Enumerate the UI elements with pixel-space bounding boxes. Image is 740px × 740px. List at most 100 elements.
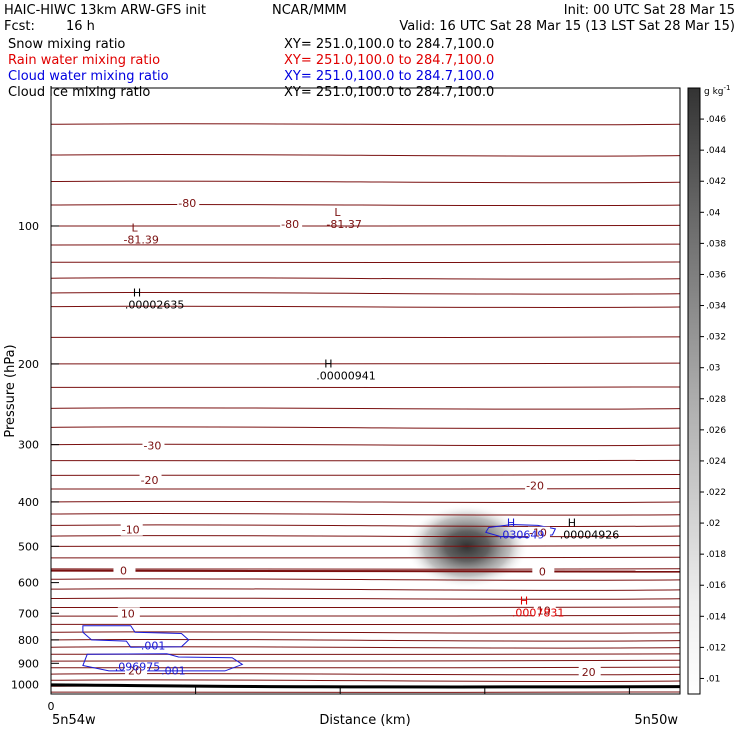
temperature-isotherm [51,512,680,516]
extremum-value: .030649 [499,528,545,541]
temperature-label: -30 [143,439,161,452]
surface-pressure-line [51,683,680,689]
colorbar-tick-label: .03 [706,364,720,374]
extremum-value: .00002635 [125,299,185,312]
temperature-isotherm [51,606,680,609]
temperature-label-bg [139,473,162,486]
extremum-value: -81.37 [326,218,361,231]
temperature-label-bg [578,665,601,678]
y-tick-label: 100 [18,220,39,233]
field-legend: Snow mixing ratio XY= 251.0,100.0 to 284.… [8,37,494,100]
colorbar-tick-label: .014 [706,612,726,622]
temperature-label: 0 [539,565,546,578]
temperature-isotherm [51,545,680,547]
temperature-isotherm [51,614,680,617]
field-xy: XY= 251.0,100.0 to 284.7,100.0 [284,53,494,68]
y-tick-label: 800 [18,634,39,647]
y-tick-label: 200 [18,358,39,371]
extremum-value: .00004926 [560,528,620,541]
temperature-label: -80 [178,197,196,210]
temperature-isotherm [51,261,680,264]
temperature-isotherm [51,556,680,559]
colorbar-tick-label: .04 [706,208,721,218]
temperature-isotherm [51,407,680,410]
temperature-label: 0 [120,565,127,578]
colorbar-tick-label: .018 [706,550,726,560]
y-axis-label: Pressure (hPa) [3,344,18,437]
colorbar-tick-label: .022 [706,488,726,498]
colorbar-tick-label: .012 [706,643,726,653]
temperature-isotherm [51,638,680,642]
temperature-label-bg [525,479,548,492]
temperature-isotherm [51,588,680,591]
field-name: Cloud ice mixing ratio [8,85,150,100]
temperature-label-bg [117,607,140,620]
plot-content [51,123,680,694]
header-init-time: Init: 00 UTC Sat 28 Mar 15 [564,3,735,18]
header-organization: NCAR/MMM [272,3,347,18]
temperature-isotherm [51,524,680,528]
temperature-label-bg [125,664,148,677]
colorbar-tick-label: .01 [706,674,720,684]
temperature-isotherm [51,153,680,157]
temperature-isotherm [51,500,680,504]
colorbar-tick-label: .044 [706,146,726,156]
extremum-mark: H [520,594,528,607]
cloud-contour-low [82,653,244,672]
field-xy: XY= 251.0,100.0 to 284.7,100.0 [284,85,494,100]
temperature-isotherm [51,631,680,634]
temperature-label: -20 [141,474,159,487]
colorbar-unit: g kg-1 [704,84,730,97]
extremum-value: .0007831 [512,606,565,619]
field-xy: XY= 251.0,100.0 to 284.7,100.0 [284,37,494,52]
colorbar-tick-label: .028 [706,395,726,405]
colorbar-tick-label: .038 [706,239,726,249]
colorbar-tick-label: .032 [706,333,726,343]
extremum-mark: H [324,358,332,371]
temperature-isotherm [51,203,680,207]
temperature-isotherm [51,597,680,600]
temperature-label-bg [280,217,303,230]
header-title: HAIC-HIWC 13km ARW-GFS init [4,3,206,18]
temperature-isotherm [51,426,680,430]
field-name: Cloud water mixing ratio [8,69,169,84]
valid-time: Valid: 16 UTC Sat 28 Mar 15 (13 LST Sat … [399,19,735,34]
temperature-isotherm [51,487,680,490]
temperature-label: 10 [121,607,135,620]
y-tick-label: 600 [18,577,39,590]
colorbar-tick-label: .042 [706,177,726,187]
y-tick-label: 1000 [11,678,39,691]
y-tick-label: 700 [18,607,39,620]
temperature-isotherm [51,679,680,683]
colorbar-tick-label: .02 [706,519,720,529]
temperature-label-bg [113,564,136,577]
y-tick-label: 400 [18,496,39,509]
extremum-value: .00000941 [316,370,376,383]
temperature-isotherm [51,362,680,365]
temperature-isotherm [51,123,680,126]
plot-frame [50,87,681,695]
temperature-label: -10 [529,527,547,540]
temperature-isotherm [51,623,680,626]
temperature-isotherm [51,277,680,280]
colorbar-tick-label: .026 [706,426,726,436]
temperature-label: -80 [281,218,299,231]
extremum-mark: H [133,287,141,300]
cloud-contour-upper [485,523,557,538]
field-name: Snow mixing ratio [8,37,125,52]
y-tick-label: 900 [18,657,39,670]
colorbar-tick-label: .024 [706,457,726,467]
temperature-label: 10 [537,604,551,617]
temperature-contours [51,123,680,694]
extremum-mark: L [131,222,138,235]
extremum-value: -81.39 [123,234,158,247]
x-axis-start-label: 5n54w [52,713,96,728]
temperature-label-bg [120,523,143,536]
temperature-label-bg [527,526,550,539]
colorbar-tick-label: .016 [706,581,726,591]
temperature-isotherm [51,691,680,694]
cloud-contour-label: .096975 [115,661,161,674]
temperature-isotherm [51,459,680,462]
